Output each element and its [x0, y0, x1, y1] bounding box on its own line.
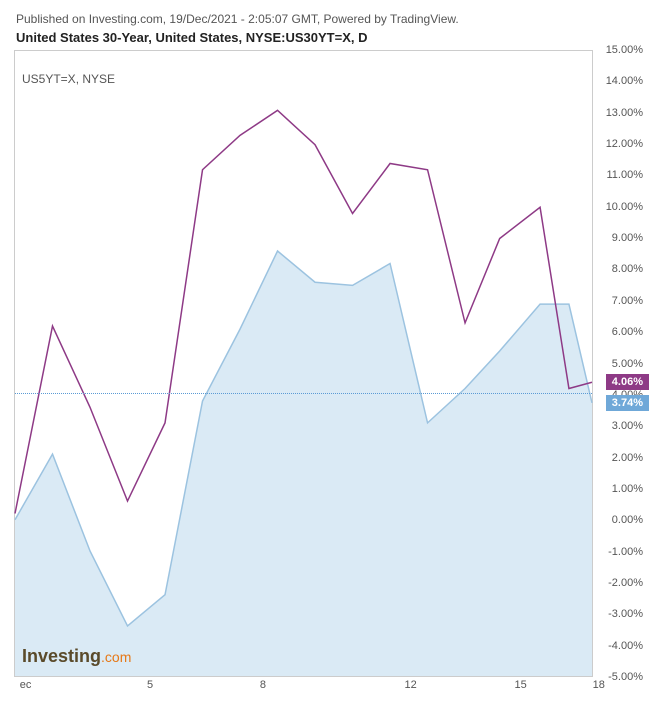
x-tick-label: 18 [593, 679, 605, 691]
y-tick-label: 7.00% [612, 295, 643, 307]
y-tick-label: 0.00% [612, 514, 643, 526]
x-tick-label: 5 [147, 679, 153, 691]
y-axis: -5.00%-4.00%-3.00%-2.00%-1.00%0.00%1.00%… [593, 50, 649, 677]
y-tick-label: -2.00% [608, 577, 643, 589]
x-tick-label: 8 [260, 679, 266, 691]
reference-line [15, 393, 592, 394]
chart-svg [15, 51, 592, 676]
y-tick-label: 1.00% [612, 483, 643, 495]
y-tick-label: 6.00% [612, 326, 643, 338]
x-tick-label: ec [20, 679, 32, 691]
y-tick-label: 9.00% [612, 232, 643, 244]
y-tick-label: -1.00% [608, 546, 643, 558]
y-tick-label: -4.00% [608, 640, 643, 652]
y-tick-label: 2.00% [612, 452, 643, 464]
watermark-main: Investing [22, 646, 101, 666]
y-tick-label: 14.00% [606, 75, 643, 87]
price-label: 3.74% [606, 395, 649, 411]
price-label: 4.06% [606, 374, 649, 390]
y-tick-label: 5.00% [612, 358, 643, 370]
y-tick-label: 11.00% [607, 169, 644, 181]
x-axis: ec58121518 [14, 679, 593, 699]
watermark-suffix: .com [101, 649, 131, 665]
chart-plot-area[interactable] [14, 50, 593, 677]
y-tick-label: 3.00% [612, 420, 643, 432]
y-tick-label: 12.00% [606, 138, 643, 150]
y-tick-label: 15.00% [606, 44, 643, 56]
y-tick-label: 13.00% [606, 107, 643, 119]
publish-header: Published on Investing.com, 19/Dec/2021 … [0, 0, 649, 30]
x-tick-label: 15 [515, 679, 527, 691]
y-tick-label: 8.00% [612, 263, 643, 275]
x-tick-label: 12 [404, 679, 416, 691]
y-tick-label: -3.00% [608, 608, 643, 620]
legend-label: US5YT=X, NYSE [22, 72, 115, 86]
y-tick-label: 10.00% [606, 201, 643, 213]
watermark-logo: Investing.com [22, 646, 131, 667]
y-tick-label: -5.00% [608, 671, 643, 683]
